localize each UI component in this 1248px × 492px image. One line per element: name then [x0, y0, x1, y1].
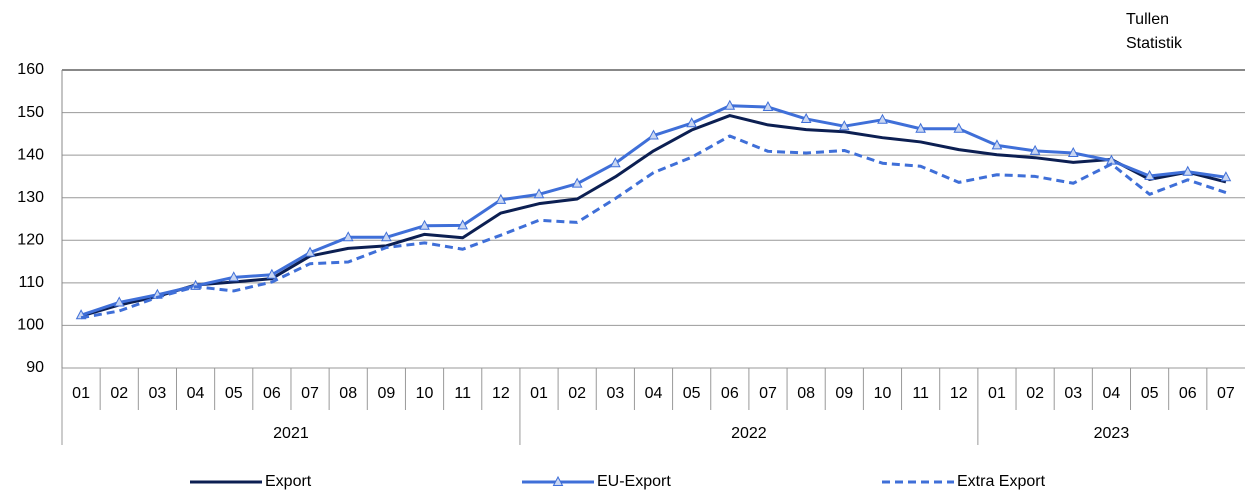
x-tick-label: 07 [759, 385, 777, 402]
x-tick-label: 05 [225, 385, 243, 402]
point-marker [1067, 146, 1079, 158]
x-tick-label: 04 [1103, 385, 1121, 402]
point-marker [1144, 169, 1155, 181]
point-marker [724, 99, 736, 110]
x-group-label: 2022 [731, 425, 767, 442]
point-marker [648, 129, 659, 140]
point-marker [800, 112, 812, 123]
x-tick-label: 07 [301, 385, 319, 402]
x-tick-label: 10 [874, 385, 892, 402]
point-marker [1182, 165, 1194, 176]
x-tick-label: 03 [1064, 385, 1082, 402]
x-tick-label: 01 [530, 385, 548, 402]
point-marker [915, 122, 926, 133]
x-tick-label: 06 [721, 385, 739, 402]
point-marker [571, 177, 583, 188]
x-tick-label: 09 [835, 385, 853, 402]
x-tick-label: 03 [606, 385, 624, 402]
point-marker [991, 139, 1003, 150]
x-tick-label: 02 [568, 385, 586, 402]
point-marker [686, 117, 697, 128]
x-group-label: 2023 [1094, 425, 1130, 442]
point-marker [419, 219, 430, 230]
y-tick-label: 130 [17, 189, 44, 206]
point-marker [457, 219, 469, 230]
x-tick-label: 04 [187, 385, 205, 402]
x-tick-label: 06 [1179, 385, 1197, 402]
point-marker [304, 246, 316, 257]
x-tick-label: 03 [149, 385, 167, 402]
x-tick-label: 07 [1217, 385, 1235, 402]
x-tick-label: 02 [110, 385, 128, 402]
y-tick-label: 140 [17, 146, 44, 163]
point-marker [381, 231, 392, 242]
x-tick-label: 12 [950, 385, 968, 402]
point-marker [266, 268, 278, 279]
series-line [80, 114, 1227, 318]
point-marker [1220, 171, 1232, 182]
y-tick-label: 110 [18, 274, 44, 291]
x-tick-label: 10 [416, 385, 434, 402]
source-line: Statistik [1126, 35, 1183, 52]
x-tick-label: 09 [377, 385, 395, 402]
point-marker [1029, 144, 1041, 155]
source-line: Tullen [1126, 11, 1169, 28]
x-tick-label: 02 [1026, 385, 1044, 402]
x-tick-label: 08 [797, 385, 815, 402]
legend-marker [552, 475, 564, 486]
legend-label: Export [265, 473, 312, 490]
x-tick-label: 05 [1141, 385, 1159, 402]
x-tick-label: 11 [454, 385, 471, 402]
x-tick-label: 01 [72, 385, 90, 402]
point-marker [762, 100, 774, 112]
point-marker [495, 193, 507, 204]
y-tick-label: 120 [17, 232, 44, 249]
y-tick-label: 150 [17, 104, 44, 121]
y-tick-label: 100 [17, 317, 44, 334]
y-tick-label: 90 [26, 359, 44, 376]
x-tick-label: 12 [492, 385, 510, 402]
point-marker [228, 271, 240, 282]
point-marker [113, 296, 125, 307]
legend-label: EU-Export [597, 473, 671, 490]
legend-label: Extra Export [957, 473, 1046, 490]
point-marker [533, 188, 545, 199]
point-marker [838, 120, 850, 131]
point-marker [877, 113, 888, 124]
x-tick-label: 08 [339, 385, 357, 402]
x-tick-label: 04 [645, 385, 663, 402]
x-tick-label: 06 [263, 385, 281, 402]
point-marker [953, 122, 965, 133]
y-tick-label: 160 [17, 61, 44, 78]
x-tick-label: 05 [683, 385, 701, 402]
series-line [80, 134, 1227, 320]
x-tick-label: 01 [988, 385, 1006, 402]
x-tick-label: 11 [912, 385, 929, 402]
x-group-label: 2021 [273, 425, 309, 442]
point-marker [342, 231, 354, 242]
point-marker [610, 157, 621, 168]
